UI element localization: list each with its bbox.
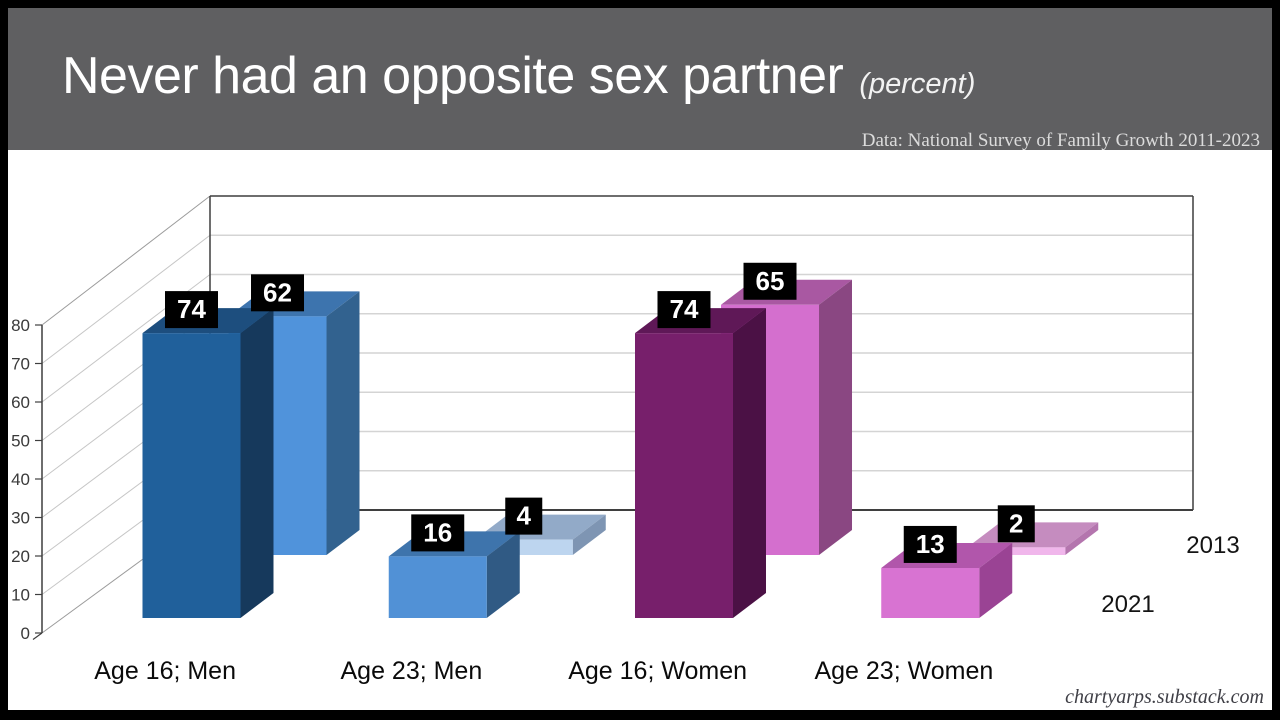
category-label: Age 16; Women <box>568 657 747 685</box>
header-band: Never had an opposite sex partner (percen… <box>8 8 1272 151</box>
series-row-label: 2021 <box>1101 591 1154 618</box>
bar-value-label: 74 <box>670 294 699 324</box>
bar-value-label: 2 <box>1009 508 1023 538</box>
y-tick-label: 40 <box>11 470 30 489</box>
bar-side-face <box>979 542 1013 618</box>
bar-side-face <box>326 291 360 556</box>
bar-side-face <box>240 308 274 618</box>
value-label-box <box>657 291 711 329</box>
bar <box>142 308 274 618</box>
y-tick-label: 30 <box>11 509 30 528</box>
bar-side-face <box>486 531 520 618</box>
y-tick-label: 50 <box>11 432 30 451</box>
value-label-box <box>164 291 218 329</box>
y-tick-label: 80 <box>11 316 30 335</box>
bar-value-label: 62 <box>263 277 292 307</box>
bar-value-label: 74 <box>177 294 206 324</box>
bar-value-label: 4 <box>517 501 532 531</box>
left-wall-gridline <box>41 234 211 364</box>
left-wall-gridline <box>41 195 211 326</box>
chart-title: Never had an opposite sex partner <box>62 47 844 105</box>
category-label: Age 16; Men <box>94 657 236 685</box>
y-axis-tail <box>32 632 43 640</box>
bar-front-face <box>881 567 980 618</box>
page-title: Never had an opposite sex partner (percen… <box>62 47 976 105</box>
value-label-box <box>997 505 1035 543</box>
bar-front-face <box>142 333 241 618</box>
bar-value-label: 65 <box>756 266 785 296</box>
bar-side-face <box>1065 522 1099 556</box>
value-label-box <box>505 497 543 535</box>
bar-front-face <box>388 556 487 618</box>
series-row-label: 2013 <box>1186 532 1239 559</box>
value-label-box <box>251 274 305 312</box>
credit-url: chartyarps.substack.com <box>1065 686 1264 708</box>
bar-value-label: 16 <box>423 517 452 547</box>
value-label-box <box>411 514 465 552</box>
bar-side-face <box>819 279 853 556</box>
bar-side-face <box>732 308 766 618</box>
value-label-box <box>743 262 797 300</box>
value-label-box <box>903 525 957 563</box>
bar <box>634 308 766 618</box>
category-label: Age 23; Men <box>340 657 482 685</box>
bar-side-face <box>572 514 606 556</box>
y-tick-label: 20 <box>11 547 30 566</box>
y-tick-label: 10 <box>11 586 30 605</box>
bar <box>388 531 520 618</box>
y-tick-label: 0 <box>21 624 30 643</box>
bar-value-label: 13 <box>916 529 945 559</box>
y-tick-label: 70 <box>11 355 30 374</box>
bar-front-face <box>634 333 733 618</box>
chart-title-unit: (percent) <box>859 68 976 100</box>
data-source-note: Data: National Survey of Family Growth 2… <box>861 130 1260 151</box>
y-tick-label: 60 <box>11 393 30 412</box>
category-label: Age 23; Women <box>814 657 993 685</box>
